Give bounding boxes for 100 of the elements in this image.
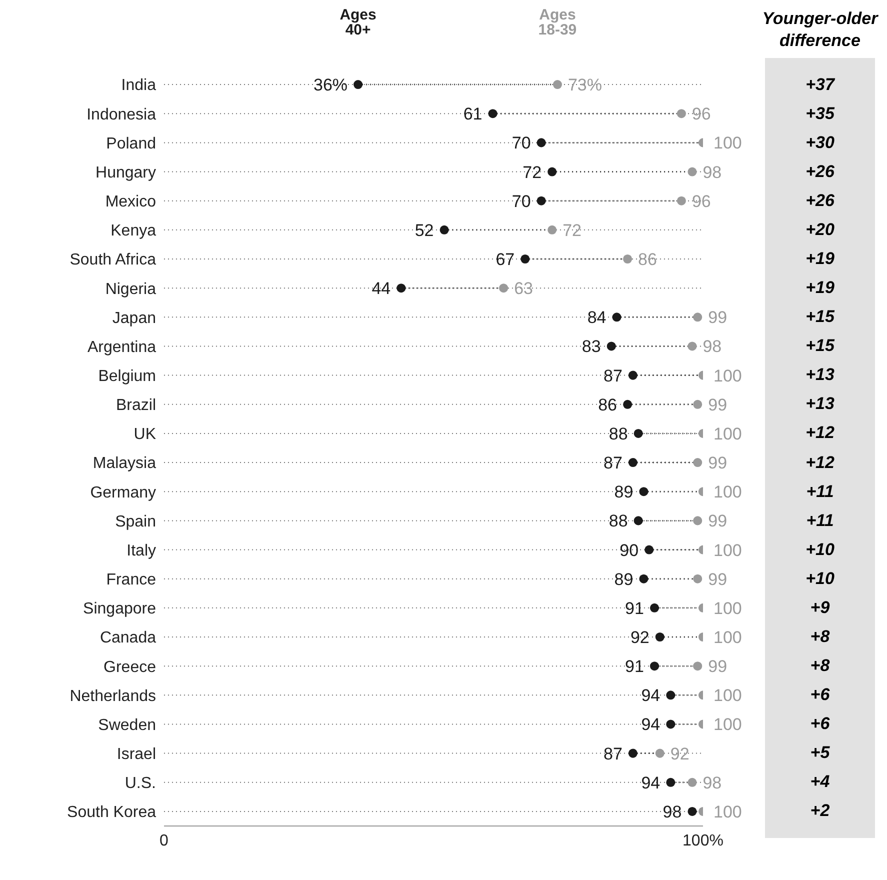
y-tick-label: Brazil bbox=[116, 397, 156, 414]
y-tick-label: Mexico bbox=[105, 194, 156, 211]
data-label: 44 bbox=[372, 279, 391, 298]
point bbox=[644, 545, 654, 554]
text: +15 bbox=[804, 335, 836, 358]
data-label: 100 bbox=[714, 598, 742, 618]
text: +30 bbox=[804, 132, 836, 154]
data-label: 86 bbox=[638, 250, 657, 269]
data-label: 87 bbox=[603, 366, 622, 386]
point bbox=[623, 400, 632, 409]
point bbox=[688, 806, 697, 816]
data-label: 92 bbox=[670, 744, 690, 764]
text: Ages 40+ bbox=[340, 6, 376, 39]
point bbox=[676, 109, 686, 118]
y-tick-label: Sweden bbox=[98, 716, 156, 734]
text: +6 bbox=[809, 713, 831, 736]
text: +26 bbox=[804, 160, 836, 183]
text: +37 bbox=[804, 74, 836, 96]
x-tick-label: 100% bbox=[682, 832, 724, 850]
point bbox=[693, 458, 702, 468]
data-label: 98 bbox=[702, 773, 722, 792]
data-label: 70 bbox=[512, 192, 531, 211]
point bbox=[639, 574, 648, 584]
point bbox=[688, 342, 697, 351]
text: +19 bbox=[804, 248, 836, 270]
text: +13 bbox=[804, 364, 836, 386]
text: +6 bbox=[809, 684, 831, 706]
text: +15 bbox=[804, 306, 836, 328]
data-label: 89 bbox=[614, 482, 634, 502]
text: Younger-older difference bbox=[761, 8, 880, 52]
data-label: 70 bbox=[512, 134, 531, 153]
text: +4 bbox=[809, 771, 831, 794]
data-label: 99 bbox=[708, 512, 728, 531]
point bbox=[612, 312, 622, 322]
point bbox=[628, 748, 638, 758]
point bbox=[354, 80, 363, 90]
point bbox=[639, 487, 648, 496]
y-tick-label: Argentina bbox=[88, 338, 156, 356]
y-tick-label: Indonesia bbox=[86, 106, 156, 124]
data-label: 86 bbox=[598, 395, 618, 414]
y-tick-label: Kenya bbox=[110, 222, 156, 240]
data-label: 98 bbox=[702, 162, 722, 182]
point bbox=[693, 312, 702, 322]
point bbox=[693, 516, 702, 526]
y-tick-label: Italy bbox=[126, 542, 156, 560]
data-label: 100 bbox=[714, 134, 742, 153]
data-label: 100 bbox=[714, 715, 742, 734]
data-label: 100 bbox=[714, 482, 742, 502]
data-label: 88 bbox=[608, 512, 628, 531]
data-label: 94 bbox=[641, 715, 660, 734]
point bbox=[552, 80, 562, 90]
point bbox=[655, 632, 664, 642]
point bbox=[634, 428, 643, 438]
point bbox=[666, 690, 676, 700]
data-label: 100 bbox=[714, 802, 742, 822]
y-tick-label: South Africa bbox=[70, 252, 156, 269]
y-tick-label: Spain bbox=[115, 513, 156, 530]
point bbox=[676, 196, 686, 206]
data-label: 100 bbox=[714, 628, 742, 647]
text: +9 bbox=[809, 596, 831, 619]
data-label: 98 bbox=[702, 337, 722, 356]
point bbox=[396, 284, 406, 293]
point bbox=[606, 342, 616, 351]
data-label: 83 bbox=[582, 337, 601, 356]
point bbox=[623, 254, 632, 264]
text: +8 bbox=[809, 655, 831, 678]
y-tick-label: Malaysia bbox=[92, 455, 156, 472]
y-tick-label: India bbox=[121, 77, 156, 94]
data-label: 99 bbox=[708, 308, 728, 328]
data-label: 89 bbox=[614, 570, 634, 589]
data-label: 52 bbox=[414, 220, 434, 240]
point bbox=[688, 167, 697, 176]
data-label: 87 bbox=[603, 454, 622, 473]
text: +11 bbox=[805, 480, 835, 503]
text: +2 bbox=[809, 800, 831, 822]
data-label: 61 bbox=[463, 104, 482, 124]
data-label: 73% bbox=[568, 76, 602, 95]
text: +11 bbox=[805, 510, 835, 532]
y-tick-label: Greece bbox=[104, 658, 156, 676]
data-label: 99 bbox=[708, 570, 728, 589]
data-label: 84 bbox=[587, 308, 606, 328]
text: +8 bbox=[809, 626, 831, 648]
data-label: 94 bbox=[641, 686, 660, 706]
text: +35 bbox=[804, 102, 836, 125]
data-label: 90 bbox=[620, 540, 639, 560]
text: +5 bbox=[809, 742, 831, 764]
data-label: 72 bbox=[522, 162, 542, 182]
point bbox=[655, 748, 664, 758]
data-label: 99 bbox=[708, 454, 728, 473]
point bbox=[536, 138, 546, 148]
point bbox=[650, 662, 660, 671]
y-tick-label: South Korea bbox=[67, 804, 156, 822]
data-label: 98 bbox=[662, 802, 682, 822]
data-label: 100 bbox=[714, 686, 742, 706]
data-label: 63 bbox=[514, 279, 534, 298]
text: +13 bbox=[804, 393, 836, 416]
point bbox=[548, 225, 557, 234]
y-tick-label: Israel bbox=[116, 746, 156, 763]
y-tick-label: Hungary bbox=[96, 164, 156, 182]
data-label: 36% bbox=[313, 76, 348, 95]
